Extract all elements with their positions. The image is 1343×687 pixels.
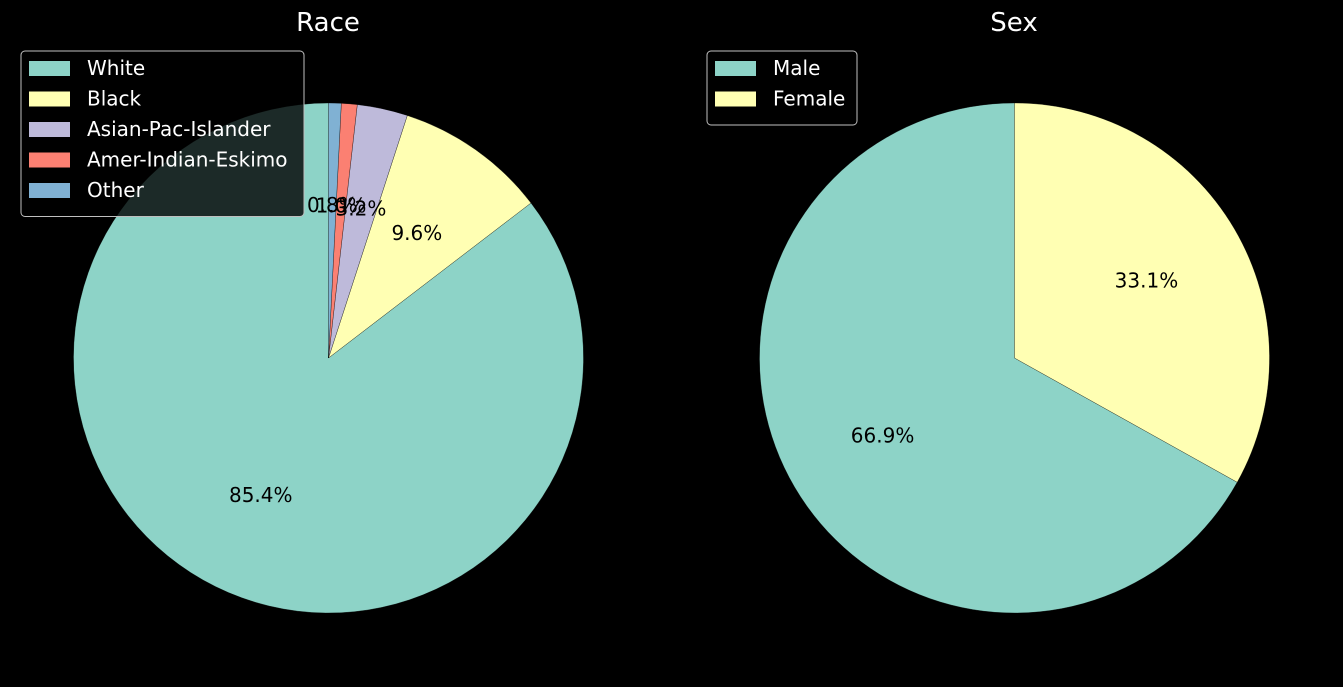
race-pct-labels: 85.4% 9.6%3.2%1.0%0.8% (229, 193, 442, 507)
race-pct-label-asian-pac-islander: 3.2% (336, 196, 387, 220)
race-chart-title: Race (296, 8, 360, 38)
sex-pct-label-male: 66.9% (851, 423, 915, 447)
race-legend-frame (20, 50, 305, 217)
race-pct-label-black: 9.6% (391, 221, 442, 245)
race-legend-swatch-black (29, 91, 70, 107)
sex-legend-swatch-female (715, 91, 756, 107)
sex-chart-title: Sex (990, 8, 1037, 38)
race-legend-swatch-asian-pac-islander (29, 122, 70, 137)
race-legend-swatch-amer-indian-eskimo (29, 152, 70, 168)
sex-slice-male (759, 102, 1238, 614)
race-legend-label-white: White (87, 56, 145, 80)
race-legend-label-other: Other (87, 178, 145, 202)
sex-legend: Male Female (706, 50, 858, 126)
sex-legend-swatch-male (715, 61, 756, 76)
race-legend: White Black Asian-Pac-Islander Amer-Indian-… (20, 50, 305, 217)
sex-legend-label-male: Male (773, 56, 820, 80)
sex-pct-label-female: 33.1% (1115, 269, 1179, 293)
race-pct-label-amer-indian-eskimo: 1.0% (316, 194, 367, 218)
sex-pie-chart: Sex 66.9% 33.1% Male Female (706, 8, 1270, 614)
sex-slice-female (1014, 102, 1270, 483)
race-slices (73, 102, 584, 614)
race-legend-swatch-other (29, 183, 70, 198)
race-legend-label-amer-indian-eskimo: Amer-Indian-Eskimo (87, 148, 288, 172)
race-pct-label-other: 0.8% (307, 193, 358, 217)
sex-legend-label-female: Female (773, 87, 845, 111)
race-slice-other (328, 102, 342, 359)
race-pct-label-white: 85.4% (229, 483, 293, 507)
race-slice-black (328, 115, 532, 359)
race-legend-swatch-white (29, 61, 70, 76)
sex-pct-labels: 66.9% 33.1% (851, 269, 1178, 448)
race-pie-chart: Race 85.4% 9.6%3.2%1.0%0.8% White Black Asi… (20, 8, 584, 614)
race-legend-label-asian-pac-islander: Asian-Pac-Islander (87, 117, 271, 141)
sex-slices (759, 102, 1270, 614)
race-legend-label-black: Black (87, 87, 142, 111)
